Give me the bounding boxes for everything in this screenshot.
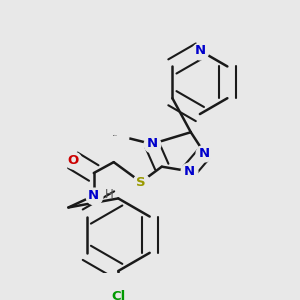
Text: S: S [136, 176, 146, 189]
Text: N: N [146, 137, 158, 151]
Text: N: N [194, 44, 206, 57]
Text: O: O [67, 154, 79, 167]
Text: methyl: methyl [113, 134, 118, 136]
Text: H: H [105, 188, 114, 201]
Text: N: N [199, 147, 210, 160]
Text: N: N [88, 189, 99, 202]
Text: Cl: Cl [111, 290, 125, 300]
Text: N: N [183, 165, 195, 178]
